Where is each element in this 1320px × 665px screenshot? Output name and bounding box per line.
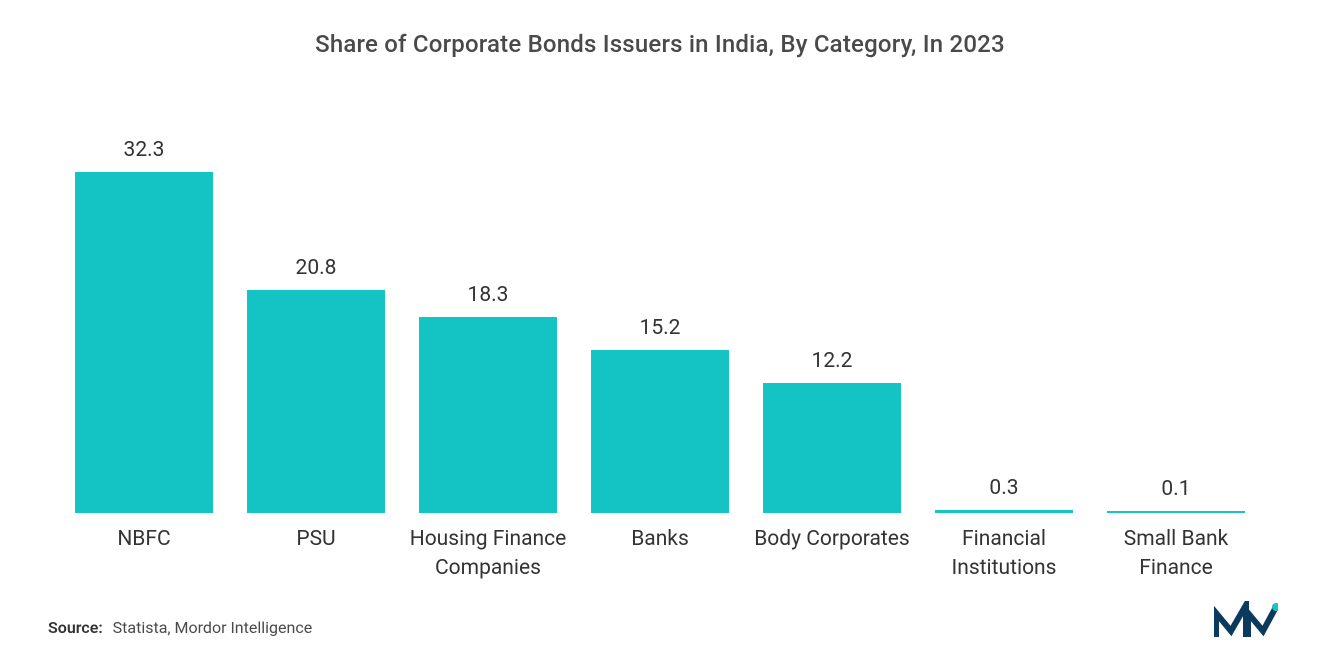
source-text: Statista, Mordor Intelligence bbox=[113, 618, 313, 637]
bar-col: 20.8 bbox=[230, 138, 402, 513]
mordor-logo-icon bbox=[1214, 601, 1278, 641]
source-label: Source: bbox=[48, 618, 103, 637]
bar-col: 15.2 bbox=[574, 138, 746, 513]
category-label: NBFC bbox=[58, 525, 230, 582]
bar-value-label: 12.2 bbox=[812, 349, 853, 373]
category-label: Banks bbox=[574, 525, 746, 582]
bar-value-label: 32.3 bbox=[124, 138, 165, 162]
bar-value-label: 0.3 bbox=[989, 476, 1018, 500]
bar-value-label: 0.1 bbox=[1161, 477, 1190, 501]
bar bbox=[763, 383, 900, 514]
bar-value-label: 20.8 bbox=[296, 256, 337, 280]
category-label: Small Bank Finance bbox=[1090, 525, 1262, 582]
category-labels-row: NBFCPSUHousing Finance CompaniesBanksBod… bbox=[58, 525, 1262, 582]
category-label: Financial Institutions bbox=[918, 525, 1090, 582]
bar-value-label: 15.2 bbox=[640, 316, 681, 340]
bar bbox=[419, 317, 556, 513]
bar-value-label: 18.3 bbox=[468, 283, 509, 307]
bar-col: 0.1 bbox=[1090, 138, 1262, 513]
bar bbox=[591, 350, 728, 513]
bar-col: 32.3 bbox=[58, 138, 230, 513]
bar-col: 12.2 bbox=[746, 138, 918, 513]
bars-row: 32.3 20.8 18.3 15.2 12.2 0.3 0.1 bbox=[58, 138, 1262, 513]
bar-col: 0.3 bbox=[918, 138, 1090, 513]
chart-container: Share of Corporate Bonds Issuers in Indi… bbox=[0, 0, 1320, 665]
category-label: PSU bbox=[230, 525, 402, 582]
chart-title: Share of Corporate Bonds Issuers in Indi… bbox=[48, 30, 1272, 58]
bar bbox=[75, 172, 212, 513]
category-label: Housing Finance Companies bbox=[402, 525, 574, 582]
category-label: Body Corporates bbox=[746, 525, 918, 582]
bar bbox=[247, 290, 384, 513]
bar bbox=[1107, 511, 1244, 513]
plot-area: 32.3 20.8 18.3 15.2 12.2 0.3 0.1 bbox=[58, 138, 1262, 513]
bar-col: 18.3 bbox=[402, 138, 574, 513]
bar bbox=[935, 510, 1072, 513]
source-row: Source: Statista, Mordor Intelligence bbox=[48, 618, 1272, 637]
